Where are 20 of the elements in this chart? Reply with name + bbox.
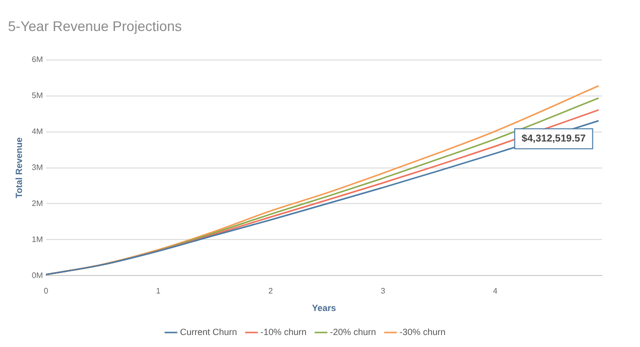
x-tick-label: 3 bbox=[380, 286, 386, 296]
y-tick-label: 0M bbox=[32, 270, 44, 280]
x-tick-label: 1 bbox=[156, 286, 162, 296]
y-axis-title: Total Revenue bbox=[14, 137, 24, 198]
x-tick-label: 2 bbox=[268, 286, 274, 296]
legend-label: -20% churn bbox=[330, 326, 376, 337]
y-tick-label: 3M bbox=[32, 163, 44, 172]
y-tick-label: 1M bbox=[32, 234, 44, 244]
x-tick-label: 0 bbox=[44, 286, 49, 296]
y-tick-label: 2M bbox=[32, 198, 44, 208]
y-tick-label: 4M bbox=[32, 127, 44, 136]
x-tick-label: 4 bbox=[493, 286, 498, 296]
annotation: $4,312,519.57 bbox=[522, 133, 586, 144]
legend-label: Current Churn bbox=[180, 326, 237, 337]
y-tick-label: 6M bbox=[32, 55, 44, 64]
legend-label: -10% churn bbox=[260, 326, 307, 337]
chart-title: 5-Year Revenue Projections bbox=[8, 18, 182, 34]
y-tick-label: 5M bbox=[32, 91, 44, 100]
legend-label: -30% churn bbox=[400, 326, 446, 337]
x-axis-title: Years bbox=[312, 303, 336, 314]
